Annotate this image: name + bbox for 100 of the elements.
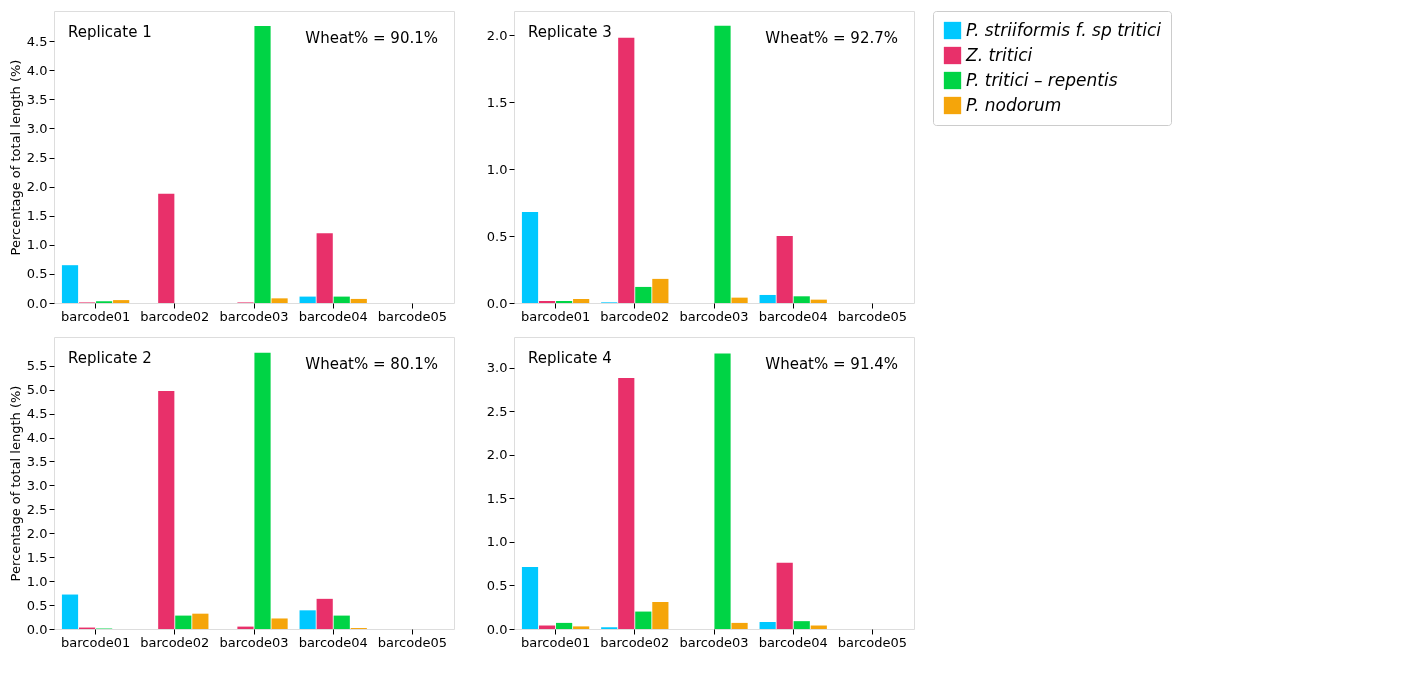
x-tick-label: barcode05 (837, 308, 907, 324)
x-tick-label: barcode04 (298, 634, 368, 650)
y-tick-label: 4.5 (26, 33, 48, 49)
bar (299, 610, 316, 629)
bar (714, 25, 731, 303)
x-tick-label: barcode02 (600, 308, 670, 324)
bar (299, 296, 316, 303)
bar (714, 353, 731, 629)
y-tick-label: 0.5 (486, 577, 508, 593)
bar (254, 26, 271, 303)
y-tick-label: 0.5 (26, 597, 48, 613)
y-tick-label: 3.5 (26, 453, 48, 469)
bar (538, 300, 556, 303)
bar (776, 562, 793, 629)
bar (333, 615, 350, 629)
y-tick-label: 2.5 (486, 403, 508, 419)
y-axis-title: Percentage of total length (%) (7, 59, 23, 256)
bar (573, 298, 590, 303)
y-tick-label: 4.5 (26, 406, 48, 422)
x-tick-label: barcode04 (758, 634, 828, 650)
y-tick-label: 1.5 (486, 94, 508, 110)
legend-label: P. tritici – repentis (966, 69, 1118, 90)
annotation: Replicate 1 (68, 23, 152, 41)
y-tick-label: 1.0 (26, 573, 48, 589)
y-tick-label: 0.0 (486, 621, 508, 637)
y-tick-label: 4.0 (26, 430, 48, 446)
bar (652, 601, 669, 629)
y-tick-label: 0.5 (26, 266, 48, 282)
bar (158, 193, 175, 303)
bar (175, 615, 192, 629)
annotation: Wheat% = 80.1% (305, 355, 438, 373)
x-tick-label: barcode05 (837, 634, 907, 650)
y-tick-label: 0.0 (26, 621, 48, 637)
bar (521, 567, 539, 629)
x-tick-label: barcode02 (140, 634, 210, 650)
bar (731, 622, 748, 629)
y-tick-label: 3.0 (26, 477, 48, 493)
y-tick-label: 3.0 (486, 360, 508, 376)
y-tick-label: 3.0 (26, 121, 48, 136)
y-tick-label: 4.0 (26, 62, 48, 78)
x-tick-label: barcode05 (377, 634, 447, 650)
annotation: Wheat% = 92.7% (765, 29, 898, 47)
y-tick-label: 1.5 (26, 549, 48, 565)
bar (652, 278, 669, 303)
y-tick-label: 3.5 (26, 91, 48, 107)
y-tick-label: 5.5 (26, 358, 48, 374)
y-tick-label: 1.0 (486, 161, 508, 177)
x-tick-label: barcode03 (679, 634, 749, 650)
bar (556, 622, 573, 629)
bar (618, 377, 635, 629)
x-tick-label: barcode01 (61, 308, 131, 324)
y-tick-label: 2.5 (26, 501, 48, 517)
y-tick-label: 1.0 (26, 237, 48, 253)
y-tick-label: 5.0 (26, 382, 48, 398)
x-tick-label: barcode01 (521, 308, 591, 324)
annotation: Wheat% = 90.1% (305, 29, 438, 47)
legend-label: Z. tritici (965, 44, 1033, 65)
annotation: Replicate 4 (528, 349, 612, 367)
y-axis-title: Percentage of total length (%) (7, 385, 23, 582)
annotation: Replicate 2 (68, 349, 152, 367)
x-tick-label: barcode03 (679, 308, 749, 324)
bar (113, 300, 130, 303)
legend-label: P. striiformis f. sp tritici (966, 19, 1162, 40)
x-tick-label: barcode03 (219, 308, 289, 324)
annotation: Wheat% = 91.4% (765, 355, 898, 373)
x-tick-label: barcode04 (298, 308, 368, 324)
bar (635, 286, 652, 303)
y-tick-label: 2.0 (26, 525, 48, 541)
y-tick-label: 2.0 (486, 447, 508, 463)
bar (158, 391, 175, 629)
bar (271, 618, 288, 629)
y-tick-label: 0.0 (26, 295, 48, 311)
y-tick-label: 1.5 (26, 208, 48, 224)
bar (192, 613, 209, 629)
bar (731, 297, 748, 303)
y-tick-label: 2.0 (26, 179, 48, 195)
bar (271, 298, 288, 303)
bar (776, 236, 793, 303)
bar (618, 37, 635, 303)
bar (793, 621, 810, 629)
bar (333, 296, 350, 303)
bar (316, 598, 333, 629)
y-tick-label: 2.0 (486, 27, 508, 43)
y-tick-label: 0.0 (486, 295, 508, 311)
bar (254, 352, 271, 629)
x-tick-label: barcode03 (219, 634, 289, 650)
x-tick-label: barcode04 (758, 308, 828, 324)
y-tick-label: 1.0 (486, 534, 508, 550)
annotation: Replicate 3 (528, 23, 612, 41)
bar (556, 300, 573, 303)
bar (350, 298, 367, 303)
bar (61, 265, 79, 303)
bar (759, 294, 776, 303)
x-tick-label: barcode05 (377, 308, 447, 324)
x-tick-label: barcode02 (140, 308, 210, 324)
y-tick-label: 1.5 (486, 490, 508, 506)
bar (573, 626, 590, 629)
x-tick-label: barcode01 (521, 634, 591, 650)
bar (521, 211, 539, 303)
bar (635, 611, 652, 629)
